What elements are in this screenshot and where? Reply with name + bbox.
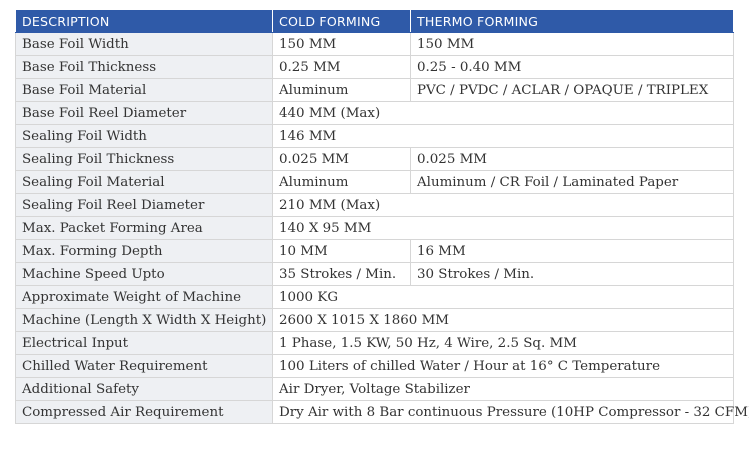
table-row: Base Foil Width 150 MM 150 MM [15,32,734,56]
row-label: Sealing Foil Width [15,124,273,148]
cold-forming-value: 150 MM [272,32,411,56]
cold-forming-value: 100 Liters of chilled Water / Hour at 16… [272,354,734,378]
thermo-forming-value: 0.25 - 0.40 MM [410,55,734,79]
table-row: Approximate Weight of Machine 1000 KG [15,285,734,309]
header-description: DESCRIPTION [15,9,273,33]
row-label: Chilled Water Requirement [15,354,273,378]
cold-forming-value: Aluminum [272,78,411,102]
row-label: Sealing Foil Reel Diameter [15,193,273,217]
row-label: Max. Forming Depth [15,239,273,263]
cold-forming-value: 440 MM (Max) [272,101,734,125]
thermo-forming-value: 16 MM [410,239,734,263]
row-label: Base Foil Material [15,78,273,102]
table-header-row: DESCRIPTION COLD FORMING THERMO FORMING [15,9,734,33]
table-row: Sealing Foil Reel Diameter 210 MM (Max) [15,193,734,217]
table-row: Base Foil Reel Diameter 440 MM (Max) [15,101,734,125]
row-label: Sealing Foil Thickness [15,147,273,171]
row-label: Electrical Input [15,331,273,355]
cold-forming-value: Air Dryer, Voltage Stabilizer [272,377,734,401]
cold-forming-value: 146 MM [272,124,734,148]
row-label: Base Foil Thickness [15,55,273,79]
table-row: Max. Forming Depth 10 MM 16 MM [15,239,734,263]
cold-forming-value: 1000 KG [272,285,734,309]
table-row: Machine (Length X Width X Height) 2600 X … [15,308,734,332]
cold-forming-value: Aluminum [272,170,411,194]
row-label: Sealing Foil Material [15,170,273,194]
spec-table-container: DESCRIPTION COLD FORMING THERMO FORMING … [15,9,749,424]
row-label: Base Foil Width [15,32,273,56]
cold-forming-value: 210 MM (Max) [272,193,734,217]
cold-forming-value: Dry Air with 8 Bar continuous Pressure (… [272,400,749,424]
table-row: Sealing Foil Width 146 MM [15,124,734,148]
thermo-forming-value: PVC / PVDC / ACLAR / OPAQUE / TRIPLEX [410,78,734,102]
thermo-forming-value: Aluminum / CR Foil / Laminated Paper [410,170,734,194]
table-row: Max. Packet Forming Area 140 X 95 MM [15,216,734,240]
table-row: Machine Speed Upto 35 Strokes / Min. 30 St… [15,262,734,286]
cold-forming-value: 35 Strokes / Min. [272,262,411,286]
specification-table: DESCRIPTION COLD FORMING THERMO FORMING … [15,9,749,424]
table-row: Base Foil Material Aluminum PVC / PVDC / A… [15,78,734,102]
row-label: Base Foil Reel Diameter [15,101,273,125]
cold-forming-value: 140 X 95 MM [272,216,734,240]
table-row: Sealing Foil Thickness 0.025 MM 0.025 MM [15,147,734,171]
table-row: Electrical Input 1 Phase, 1.5 KW, 50 Hz, … [15,331,734,355]
cold-forming-value: 10 MM [272,239,411,263]
row-label: Approximate Weight of Machine [15,285,273,309]
table-row: Base Foil Thickness 0.25 MM 0.25 - 0.40 MM [15,55,734,79]
table-row: Chilled Water Requirement 100 Liters of c… [15,354,734,378]
table-body: Base Foil Width 150 MM 150 MM Base Foil Thi… [15,32,749,424]
row-label: Machine Speed Upto [15,262,273,286]
table-row: Sealing Foil Material Aluminum Aluminum / … [15,170,734,194]
row-label: Max. Packet Forming Area [15,216,273,240]
header-cold-forming: COLD FORMING [272,9,411,33]
thermo-forming-value: 150 MM [410,32,734,56]
thermo-forming-value: 30 Strokes / Min. [410,262,734,286]
cold-forming-value: 1 Phase, 1.5 KW, 50 Hz, 4 Wire, 2.5 Sq. … [272,331,734,355]
row-label: Compressed Air Requirement [15,400,273,424]
row-label: Additional Safety [15,377,273,401]
thermo-forming-value: 0.025 MM [410,147,734,171]
cold-forming-value: 2600 X 1015 X 1860 MM [272,308,734,332]
cold-forming-value: 0.25 MM [272,55,411,79]
table-row: Additional Safety Air Dryer, Voltage Stab… [15,377,734,401]
cold-forming-value: 0.025 MM [272,147,411,171]
row-label: Machine (Length X Width X Height) [15,308,273,332]
header-thermo-forming: THERMO FORMING [410,9,734,33]
table-row: Compressed Air Requirement Dry Air with 8… [15,400,749,424]
